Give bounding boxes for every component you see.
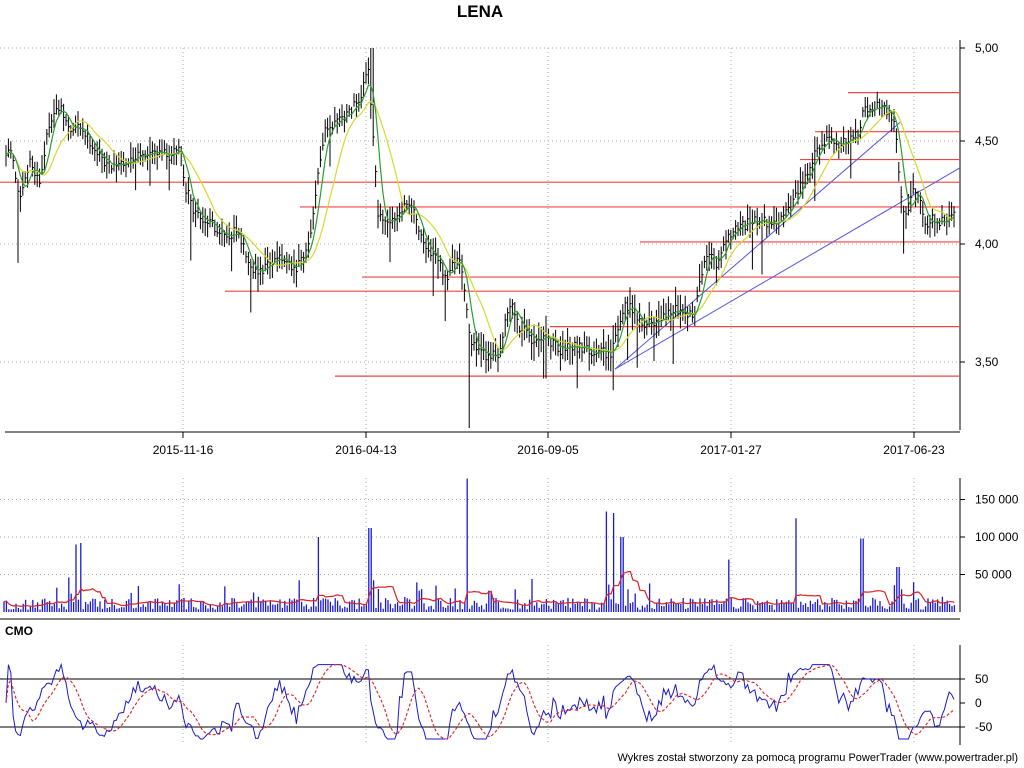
cmo-ytick-label: -50	[975, 720, 993, 734]
price-panel	[0, 40, 965, 438]
price-ytick-label: 4,50	[975, 134, 999, 148]
price-bars	[5, 48, 956, 429]
cmo-line	[5, 662, 955, 740]
moving-average-long-line	[5, 101, 955, 352]
price-ytick-label: 4,00	[975, 237, 999, 251]
price-xtick-label: 2017-01-27	[700, 443, 762, 457]
price-ytick-label: 5,00	[975, 41, 999, 55]
cmo-ytick-label: 50	[975, 672, 989, 686]
volume-panel	[0, 478, 965, 620]
trend-line	[614, 122, 901, 370]
price-xtick-label: 2015-11-16	[153, 443, 214, 457]
price-xtick-label: 2016-09-05	[517, 443, 579, 457]
cmo-signal-line	[5, 664, 955, 740]
volume-ytick-label: 150 000	[975, 493, 1019, 507]
volume-ytick-label: 50 000	[975, 568, 1012, 582]
price-xtick-label: 2017-06-23	[883, 443, 945, 457]
volume-bars	[3, 478, 956, 612]
volume-ytick-label: 100 000	[975, 530, 1019, 544]
price-xtick-label: 2016-04-13	[335, 443, 397, 457]
moving-average-short-line	[5, 84, 955, 357]
chart-title: LENA	[456, 2, 504, 21]
price-ytick-label: 3,50	[975, 355, 999, 369]
volume-average-line	[3, 571, 955, 607]
cmo-panel-label: CMO	[5, 624, 33, 638]
footer-credit: Wykres został stworzony za pomocą progra…	[617, 752, 1018, 764]
cmo-panel	[0, 645, 965, 745]
cmo-ytick-label: 0	[975, 696, 982, 710]
trend-line	[614, 167, 961, 370]
